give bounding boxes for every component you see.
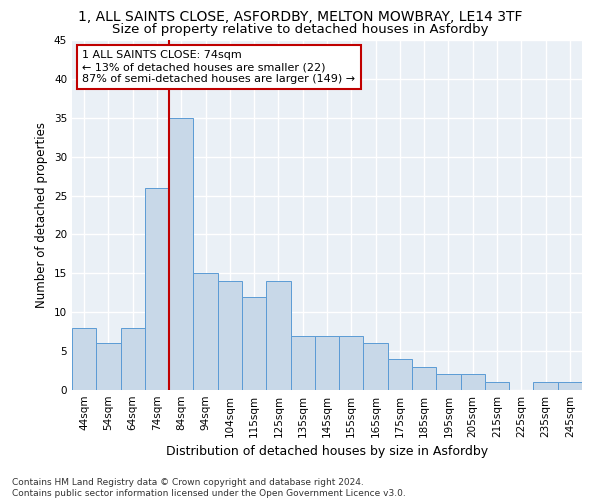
Bar <box>72 328 96 390</box>
Bar <box>412 366 436 390</box>
Y-axis label: Number of detached properties: Number of detached properties <box>35 122 49 308</box>
Bar <box>388 359 412 390</box>
Bar <box>121 328 145 390</box>
Bar <box>339 336 364 390</box>
Text: 1, ALL SAINTS CLOSE, ASFORDBY, MELTON MOWBRAY, LE14 3TF: 1, ALL SAINTS CLOSE, ASFORDBY, MELTON MO… <box>78 10 522 24</box>
Bar <box>145 188 169 390</box>
Bar <box>461 374 485 390</box>
Text: 1 ALL SAINTS CLOSE: 74sqm
← 13% of detached houses are smaller (22)
87% of semi-: 1 ALL SAINTS CLOSE: 74sqm ← 13% of detac… <box>82 50 355 84</box>
Bar <box>558 382 582 390</box>
Bar <box>266 281 290 390</box>
Bar <box>193 274 218 390</box>
Text: Contains HM Land Registry data © Crown copyright and database right 2024.
Contai: Contains HM Land Registry data © Crown c… <box>12 478 406 498</box>
Bar <box>485 382 509 390</box>
Bar <box>364 344 388 390</box>
Bar <box>533 382 558 390</box>
Bar <box>436 374 461 390</box>
X-axis label: Distribution of detached houses by size in Asfordby: Distribution of detached houses by size … <box>166 446 488 458</box>
Bar <box>169 118 193 390</box>
Bar <box>315 336 339 390</box>
Bar <box>290 336 315 390</box>
Text: Size of property relative to detached houses in Asfordby: Size of property relative to detached ho… <box>112 22 488 36</box>
Bar <box>218 281 242 390</box>
Bar <box>96 344 121 390</box>
Bar <box>242 296 266 390</box>
